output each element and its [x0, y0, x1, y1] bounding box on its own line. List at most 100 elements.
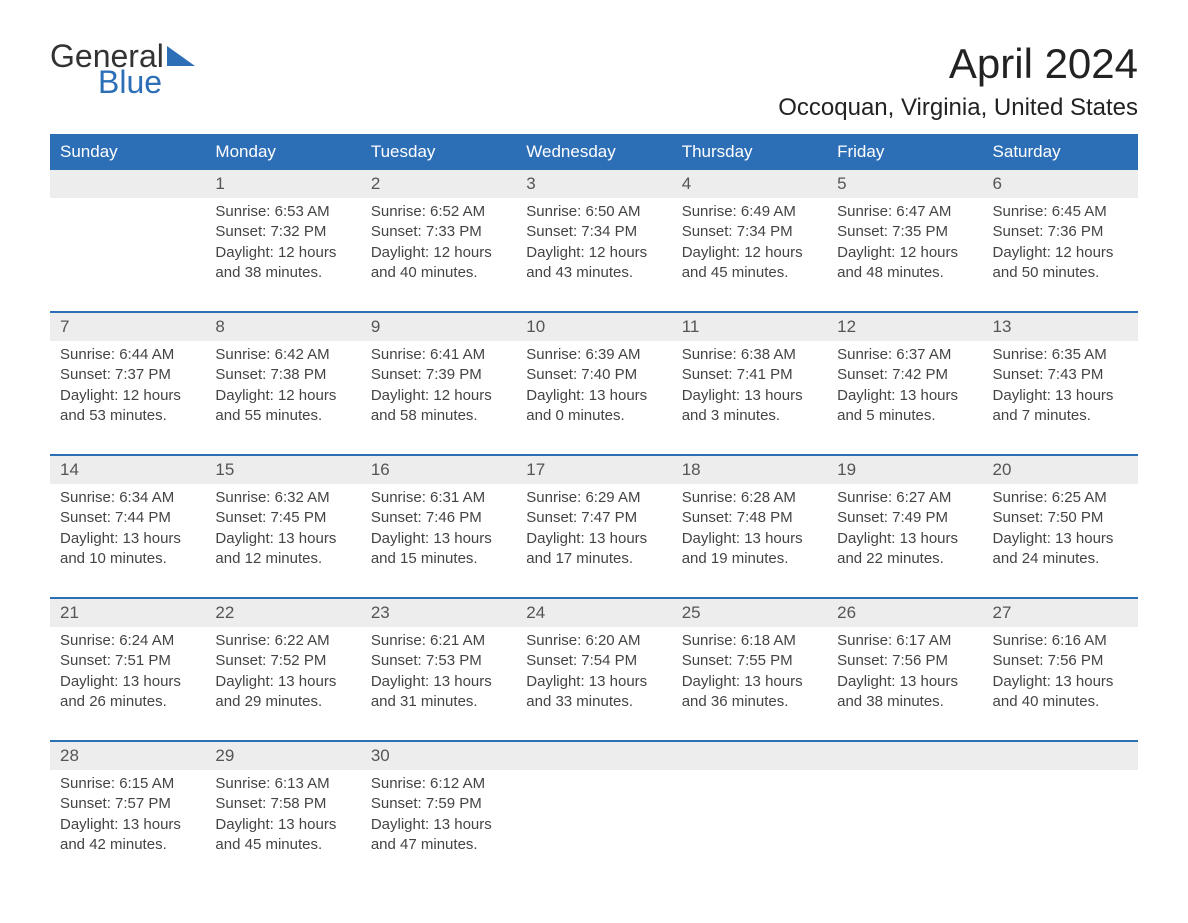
- sunrise-text: Sunrise: 6:52 AM: [371, 202, 506, 222]
- daylight-text: Daylight: 12 hours and 53 minutes.: [60, 386, 195, 427]
- day-cell: Sunrise: 6:47 AMSunset: 7:35 PMDaylight:…: [827, 198, 982, 312]
- day-number: 12: [827, 312, 982, 341]
- day-number: 1: [205, 170, 360, 198]
- day-number: 21: [50, 598, 205, 627]
- sunrise-text: Sunrise: 6:35 AM: [993, 345, 1128, 365]
- sunrise-text: Sunrise: 6:17 AM: [837, 631, 972, 651]
- day-number: 25: [672, 598, 827, 627]
- content-row: Sunrise: 6:34 AMSunset: 7:44 PMDaylight:…: [50, 484, 1138, 598]
- weekday-header: Wednesday: [516, 134, 671, 170]
- logo-word2: Blue: [98, 66, 199, 98]
- sunrise-text: Sunrise: 6:37 AM: [837, 345, 972, 365]
- title-block: April 2024 Occoquan, Virginia, United St…: [778, 40, 1138, 122]
- daylight-text: Daylight: 13 hours and 5 minutes.: [837, 386, 972, 427]
- sunset-text: Sunset: 7:59 PM: [371, 794, 506, 814]
- day-number: [672, 741, 827, 770]
- sunrise-text: Sunrise: 6:13 AM: [215, 774, 350, 794]
- day-cell: Sunrise: 6:28 AMSunset: 7:48 PMDaylight:…: [672, 484, 827, 598]
- weekday-header: Tuesday: [361, 134, 516, 170]
- day-cell: Sunrise: 6:25 AMSunset: 7:50 PMDaylight:…: [983, 484, 1138, 598]
- sunrise-text: Sunrise: 6:45 AM: [993, 202, 1128, 222]
- day-cell: Sunrise: 6:44 AMSunset: 7:37 PMDaylight:…: [50, 341, 205, 455]
- sunrise-text: Sunrise: 6:38 AM: [682, 345, 817, 365]
- day-cell: Sunrise: 6:38 AMSunset: 7:41 PMDaylight:…: [672, 341, 827, 455]
- content-row: Sunrise: 6:15 AMSunset: 7:57 PMDaylight:…: [50, 770, 1138, 883]
- day-number: 4: [672, 170, 827, 198]
- daylight-text: Daylight: 13 hours and 42 minutes.: [60, 815, 195, 856]
- logo: General Blue: [50, 40, 199, 98]
- day-cell: Sunrise: 6:49 AMSunset: 7:34 PMDaylight:…: [672, 198, 827, 312]
- sunset-text: Sunset: 7:56 PM: [837, 651, 972, 671]
- day-number: 19: [827, 455, 982, 484]
- daylight-text: Daylight: 13 hours and 0 minutes.: [526, 386, 661, 427]
- sunset-text: Sunset: 7:34 PM: [526, 222, 661, 242]
- day-cell: [827, 770, 982, 883]
- sunset-text: Sunset: 7:33 PM: [371, 222, 506, 242]
- day-cell: [516, 770, 671, 883]
- day-cell: Sunrise: 6:21 AMSunset: 7:53 PMDaylight:…: [361, 627, 516, 741]
- day-number: [827, 741, 982, 770]
- day-cell: Sunrise: 6:39 AMSunset: 7:40 PMDaylight:…: [516, 341, 671, 455]
- day-cell: Sunrise: 6:37 AMSunset: 7:42 PMDaylight:…: [827, 341, 982, 455]
- sunset-text: Sunset: 7:45 PM: [215, 508, 350, 528]
- daylight-text: Daylight: 13 hours and 24 minutes.: [993, 529, 1128, 570]
- day-number: 20: [983, 455, 1138, 484]
- daylight-text: Daylight: 12 hours and 50 minutes.: [993, 243, 1128, 284]
- sunrise-text: Sunrise: 6:25 AM: [993, 488, 1128, 508]
- day-cell: Sunrise: 6:13 AMSunset: 7:58 PMDaylight:…: [205, 770, 360, 883]
- day-number: [516, 741, 671, 770]
- sunset-text: Sunset: 7:41 PM: [682, 365, 817, 385]
- sunset-text: Sunset: 7:37 PM: [60, 365, 195, 385]
- day-number: 9: [361, 312, 516, 341]
- day-cell: [983, 770, 1138, 883]
- sunset-text: Sunset: 7:55 PM: [682, 651, 817, 671]
- day-number: 22: [205, 598, 360, 627]
- sunset-text: Sunset: 7:32 PM: [215, 222, 350, 242]
- sunrise-text: Sunrise: 6:34 AM: [60, 488, 195, 508]
- day-number: 30: [361, 741, 516, 770]
- day-number: [983, 741, 1138, 770]
- page-title: April 2024: [778, 40, 1138, 88]
- sunrise-text: Sunrise: 6:32 AM: [215, 488, 350, 508]
- day-number: 16: [361, 455, 516, 484]
- sunrise-text: Sunrise: 6:21 AM: [371, 631, 506, 651]
- daylight-text: Daylight: 12 hours and 45 minutes.: [682, 243, 817, 284]
- logo-triangle-icon: [167, 46, 199, 66]
- day-number: 24: [516, 598, 671, 627]
- daylight-text: Daylight: 12 hours and 38 minutes.: [215, 243, 350, 284]
- sunset-text: Sunset: 7:40 PM: [526, 365, 661, 385]
- day-cell: Sunrise: 6:20 AMSunset: 7:54 PMDaylight:…: [516, 627, 671, 741]
- day-cell: Sunrise: 6:16 AMSunset: 7:56 PMDaylight:…: [983, 627, 1138, 741]
- day-number: 5: [827, 170, 982, 198]
- day-number: 17: [516, 455, 671, 484]
- weekday-header: Monday: [205, 134, 360, 170]
- sunset-text: Sunset: 7:52 PM: [215, 651, 350, 671]
- sunset-text: Sunset: 7:47 PM: [526, 508, 661, 528]
- day-number: 6: [983, 170, 1138, 198]
- sunset-text: Sunset: 7:48 PM: [682, 508, 817, 528]
- content-row: Sunrise: 6:24 AMSunset: 7:51 PMDaylight:…: [50, 627, 1138, 741]
- day-cell: Sunrise: 6:34 AMSunset: 7:44 PMDaylight:…: [50, 484, 205, 598]
- sunset-text: Sunset: 7:46 PM: [371, 508, 506, 528]
- weekday-header-row: Sunday Monday Tuesday Wednesday Thursday…: [50, 134, 1138, 170]
- daylight-text: Daylight: 13 hours and 29 minutes.: [215, 672, 350, 713]
- day-cell: Sunrise: 6:12 AMSunset: 7:59 PMDaylight:…: [361, 770, 516, 883]
- content-row: Sunrise: 6:53 AMSunset: 7:32 PMDaylight:…: [50, 198, 1138, 312]
- daylight-text: Daylight: 13 hours and 47 minutes.: [371, 815, 506, 856]
- sunrise-text: Sunrise: 6:47 AM: [837, 202, 972, 222]
- sunrise-text: Sunrise: 6:31 AM: [371, 488, 506, 508]
- day-cell: [50, 198, 205, 312]
- calendar-table: Sunday Monday Tuesday Wednesday Thursday…: [50, 134, 1138, 883]
- day-number: 23: [361, 598, 516, 627]
- sunset-text: Sunset: 7:57 PM: [60, 794, 195, 814]
- daylight-text: Daylight: 13 hours and 22 minutes.: [837, 529, 972, 570]
- sunset-text: Sunset: 7:51 PM: [60, 651, 195, 671]
- sunset-text: Sunset: 7:34 PM: [682, 222, 817, 242]
- day-cell: Sunrise: 6:45 AMSunset: 7:36 PMDaylight:…: [983, 198, 1138, 312]
- day-cell: Sunrise: 6:53 AMSunset: 7:32 PMDaylight:…: [205, 198, 360, 312]
- day-cell: Sunrise: 6:18 AMSunset: 7:55 PMDaylight:…: [672, 627, 827, 741]
- sunrise-text: Sunrise: 6:39 AM: [526, 345, 661, 365]
- daylight-text: Daylight: 13 hours and 7 minutes.: [993, 386, 1128, 427]
- sunrise-text: Sunrise: 6:28 AM: [682, 488, 817, 508]
- day-number: 11: [672, 312, 827, 341]
